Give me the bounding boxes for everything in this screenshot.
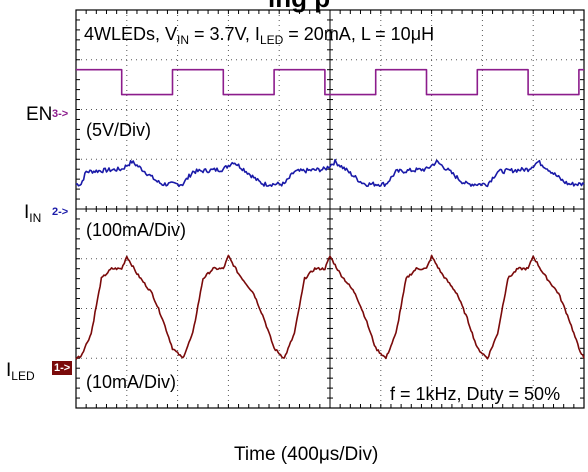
scale-label-iled: (10mA/Div) — [86, 372, 177, 392]
channel-marker-iled: 1-> — [52, 361, 73, 375]
frequency-duty-annotation: f = 1kHz, Duty = 50% — [390, 384, 561, 404]
test-conditions: 4WLEDs, VIN = 3.7V, ILED = 20mA, L = 10μ… — [84, 24, 435, 47]
scale-label-en: (5V/Div) — [86, 120, 152, 140]
channel-marker-en: 3-> — [52, 108, 69, 120]
x-axis-label: Time (400μs/Div) — [234, 444, 379, 465]
trace-led — [75, 254, 585, 360]
plot-frame — [75, 9, 585, 409]
channel-label-iled: ILED — [6, 360, 35, 383]
partial-title: ing p — [268, 0, 330, 14]
scale-label-iin: (100mA/Div) — [86, 220, 187, 240]
channel-marker-iin: 2-> — [52, 206, 69, 218]
channel-label-iin: IIN — [24, 202, 42, 225]
trace-en — [76, 68, 584, 96]
channel-label-en: EN — [26, 104, 53, 125]
trace-in — [75, 158, 585, 188]
